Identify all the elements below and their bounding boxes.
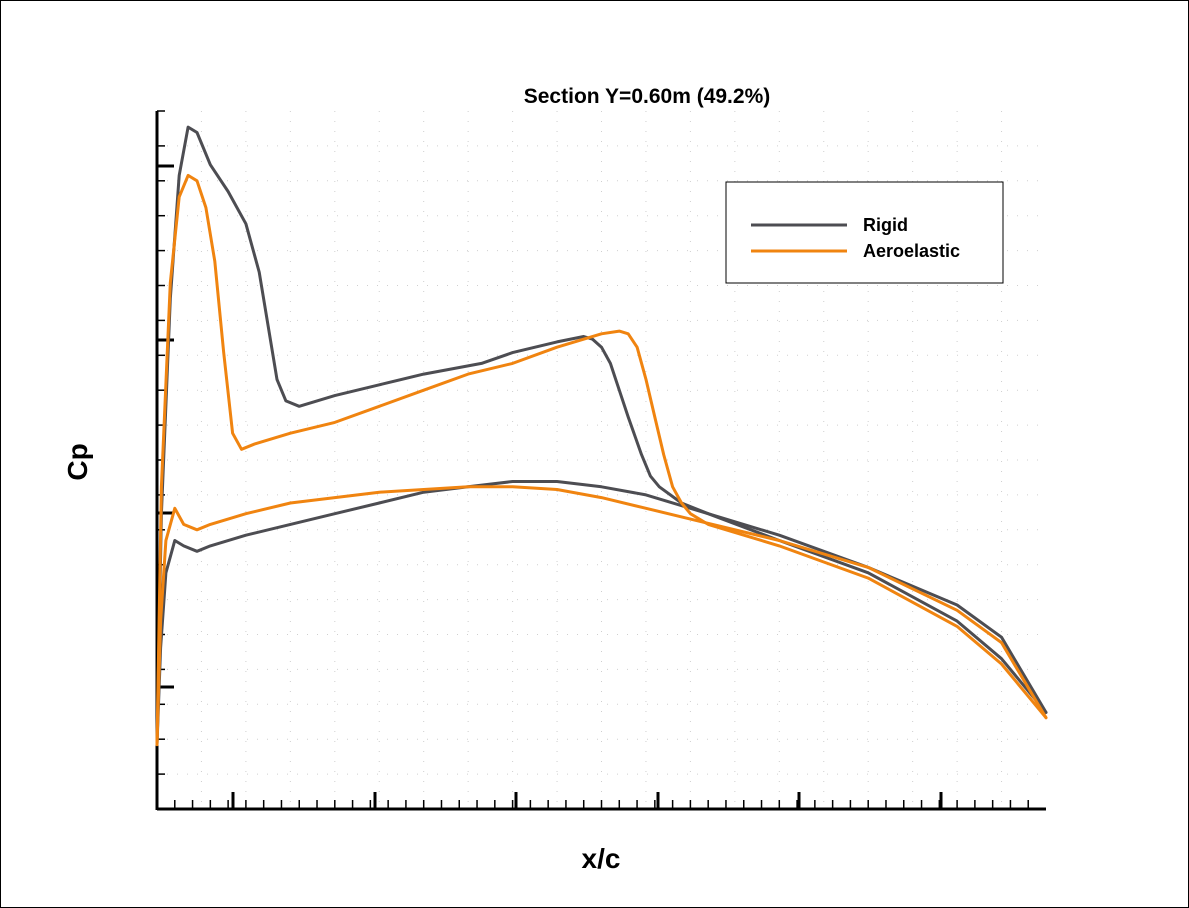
legend: Rigid Aeroelastic (725, 181, 1004, 284)
legend-label-rigid: Rigid (863, 215, 908, 235)
legend-box (725, 181, 1004, 284)
series-line-rigid-upper (155, 125, 1048, 747)
legend-label-aeroelastic: Aeroelastic (863, 241, 960, 261)
plot-area (155, 125, 1048, 747)
series-line-aeroelastic-lower (155, 485, 1048, 747)
series-line-rigid-lower (155, 480, 1048, 747)
x-axis-label: x/c (582, 843, 621, 874)
chart-title: Section Y=0.60m (49.2%) (524, 85, 770, 108)
axes (155, 110, 1046, 811)
series-line-aeroelastic-upper (155, 173, 1048, 747)
y-axis-label: Cp (62, 443, 93, 480)
